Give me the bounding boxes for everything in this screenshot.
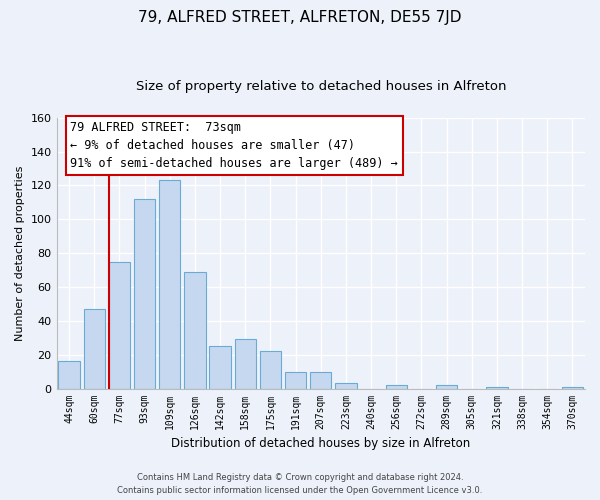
Bar: [486, 387, 508, 388]
Bar: [159, 180, 181, 388]
Text: 79 ALFRED STREET:  73sqm
← 9% of detached houses are smaller (47)
91% of semi-de: 79 ALFRED STREET: 73sqm ← 9% of detached…: [70, 121, 398, 170]
Text: 79, ALFRED STREET, ALFRETON, DE55 7JD: 79, ALFRED STREET, ALFRETON, DE55 7JD: [138, 10, 462, 25]
Bar: [285, 372, 307, 388]
Bar: [386, 385, 407, 388]
Bar: [335, 384, 356, 388]
Bar: [235, 340, 256, 388]
Bar: [134, 199, 155, 388]
Bar: [184, 272, 206, 388]
Bar: [562, 387, 583, 388]
Text: Contains HM Land Registry data © Crown copyright and database right 2024.
Contai: Contains HM Land Registry data © Crown c…: [118, 473, 482, 495]
X-axis label: Distribution of detached houses by size in Alfreton: Distribution of detached houses by size …: [171, 437, 470, 450]
Bar: [58, 362, 80, 388]
Bar: [260, 352, 281, 389]
Bar: [109, 262, 130, 388]
Bar: [310, 372, 331, 388]
Bar: [83, 309, 105, 388]
Title: Size of property relative to detached houses in Alfreton: Size of property relative to detached ho…: [136, 80, 506, 93]
Bar: [436, 385, 457, 388]
Bar: [209, 346, 231, 389]
Y-axis label: Number of detached properties: Number of detached properties: [15, 166, 25, 341]
